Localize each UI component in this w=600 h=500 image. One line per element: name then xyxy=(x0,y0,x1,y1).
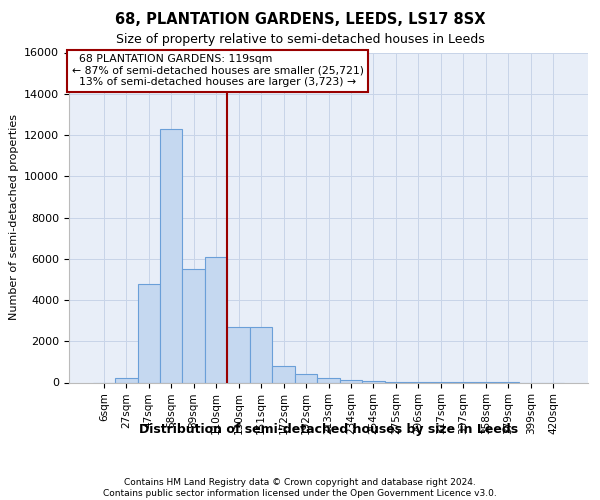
Text: 68, PLANTATION GARDENS, LEEDS, LS17 8SX: 68, PLANTATION GARDENS, LEEDS, LS17 8SX xyxy=(115,12,485,28)
Bar xyxy=(205,256,227,382)
Y-axis label: Number of semi-detached properties: Number of semi-detached properties xyxy=(8,114,19,320)
Bar xyxy=(115,378,137,382)
Bar xyxy=(227,327,250,382)
Bar xyxy=(272,366,295,382)
Text: Contains HM Land Registry data © Crown copyright and database right 2024.
Contai: Contains HM Land Registry data © Crown c… xyxy=(103,478,497,498)
Text: 68 PLANTATION GARDENS: 119sqm
← 87% of semi-detached houses are smaller (25,721): 68 PLANTATION GARDENS: 119sqm ← 87% of s… xyxy=(71,54,364,88)
Bar xyxy=(137,284,160,382)
Bar xyxy=(250,327,272,382)
Bar xyxy=(160,129,182,382)
Text: Distribution of semi-detached houses by size in Leeds: Distribution of semi-detached houses by … xyxy=(139,422,518,436)
Bar xyxy=(182,269,205,382)
Bar xyxy=(295,374,317,382)
Text: Size of property relative to semi-detached houses in Leeds: Size of property relative to semi-detach… xyxy=(116,32,484,46)
Bar xyxy=(340,380,362,382)
Bar xyxy=(317,378,340,382)
